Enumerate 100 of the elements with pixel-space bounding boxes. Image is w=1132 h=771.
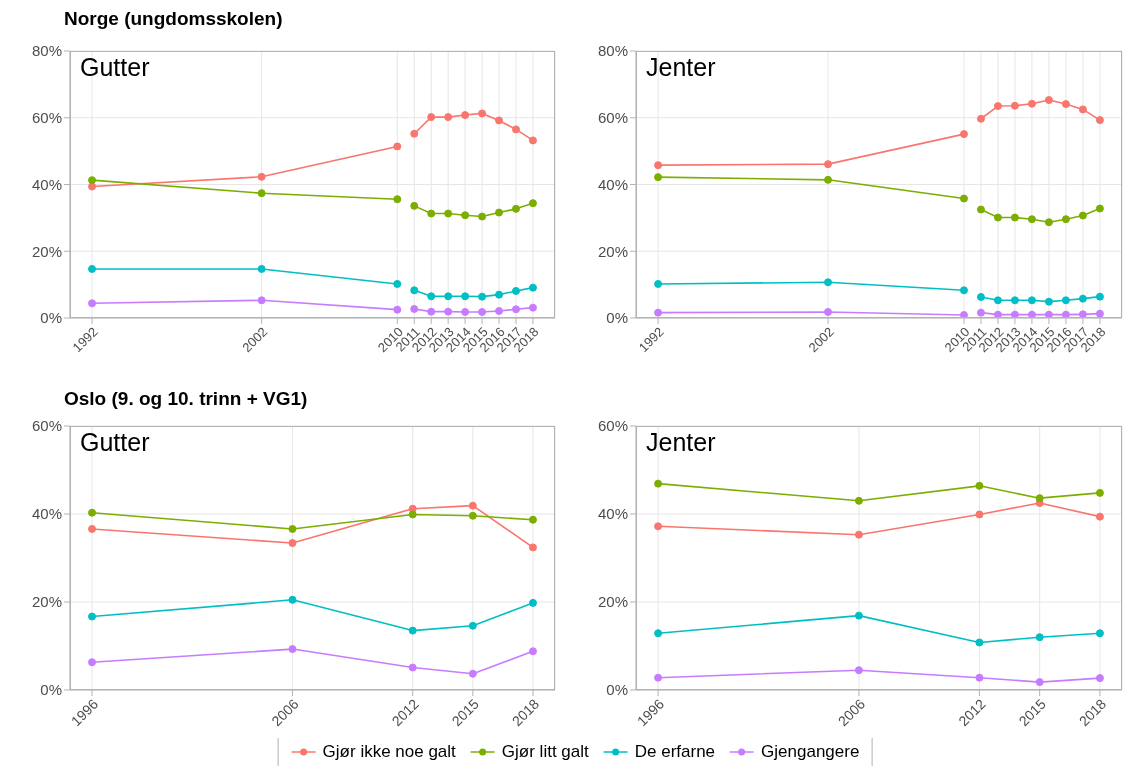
point bbox=[512, 204, 520, 213]
point bbox=[975, 638, 984, 647]
point bbox=[824, 175, 833, 184]
point bbox=[854, 611, 863, 620]
point bbox=[975, 481, 984, 490]
y-tick-label: 40% bbox=[31, 505, 62, 523]
point bbox=[468, 669, 477, 678]
point bbox=[1061, 296, 1070, 305]
point bbox=[410, 304, 419, 313]
point bbox=[528, 283, 537, 292]
point bbox=[975, 510, 984, 519]
y-tick-label: 20% bbox=[31, 593, 62, 611]
point bbox=[1061, 215, 1070, 224]
point bbox=[528, 647, 537, 656]
point bbox=[88, 508, 97, 517]
legend-label: Gjør litt galt bbox=[501, 742, 589, 762]
point bbox=[393, 195, 402, 204]
point bbox=[257, 264, 266, 273]
point bbox=[410, 129, 419, 138]
point bbox=[444, 209, 453, 218]
point bbox=[654, 673, 663, 682]
point bbox=[528, 543, 537, 552]
point bbox=[427, 209, 436, 218]
point bbox=[393, 305, 402, 314]
point bbox=[654, 161, 663, 170]
point bbox=[288, 595, 297, 604]
point bbox=[461, 211, 470, 220]
point bbox=[1027, 99, 1036, 108]
point bbox=[1095, 674, 1104, 683]
point bbox=[461, 307, 470, 316]
point bbox=[427, 292, 436, 301]
chart-subtitle: Jenter bbox=[646, 428, 716, 457]
point bbox=[444, 113, 453, 122]
point bbox=[654, 173, 663, 182]
y-tick-label: 60% bbox=[31, 109, 62, 127]
point bbox=[975, 673, 984, 682]
point bbox=[1095, 629, 1104, 638]
point bbox=[1061, 100, 1070, 109]
chart-subtitle: Gutter bbox=[80, 428, 150, 457]
point bbox=[1027, 310, 1036, 318]
point bbox=[427, 307, 436, 316]
point bbox=[88, 524, 97, 533]
y-tick-label: 0% bbox=[40, 309, 62, 327]
point bbox=[824, 307, 833, 316]
point bbox=[393, 142, 402, 151]
point bbox=[88, 264, 97, 273]
point bbox=[512, 286, 520, 295]
point bbox=[528, 199, 537, 208]
point bbox=[976, 114, 985, 123]
y-tick-label: 80% bbox=[31, 42, 62, 60]
point bbox=[257, 189, 266, 198]
chart-title: Norge (ungdomsskolen) bbox=[64, 8, 283, 30]
point bbox=[993, 310, 1002, 318]
point bbox=[1027, 215, 1036, 224]
point bbox=[1095, 309, 1104, 318]
point bbox=[993, 102, 1002, 111]
point bbox=[257, 296, 266, 305]
point bbox=[528, 515, 537, 524]
point bbox=[1044, 297, 1053, 306]
point bbox=[495, 306, 504, 315]
point bbox=[408, 510, 417, 519]
point bbox=[495, 208, 504, 217]
chart-subtitle: Jenter bbox=[646, 53, 716, 82]
point bbox=[427, 113, 436, 122]
point bbox=[528, 598, 537, 607]
point bbox=[654, 629, 663, 638]
point bbox=[478, 109, 487, 118]
point bbox=[1044, 310, 1053, 318]
y-tick-label: 0% bbox=[606, 681, 628, 699]
point bbox=[528, 136, 537, 145]
y-tick-label: 80% bbox=[597, 42, 628, 60]
point bbox=[654, 479, 663, 488]
point bbox=[976, 292, 985, 301]
point bbox=[1095, 488, 1104, 497]
point bbox=[1010, 213, 1019, 222]
chart-title: Oslo (9. og 10. trinn + VG1) bbox=[64, 388, 308, 410]
point bbox=[993, 296, 1002, 305]
point bbox=[512, 305, 520, 314]
point bbox=[478, 292, 487, 301]
point bbox=[88, 176, 97, 185]
y-tick-label: 60% bbox=[31, 417, 62, 435]
point bbox=[468, 501, 477, 510]
point bbox=[1078, 211, 1087, 220]
y-tick-label: 0% bbox=[606, 309, 628, 327]
point bbox=[1061, 310, 1070, 318]
point bbox=[1044, 218, 1053, 227]
point bbox=[1010, 310, 1019, 318]
point bbox=[654, 522, 663, 531]
point bbox=[478, 307, 487, 316]
point bbox=[495, 290, 504, 299]
point bbox=[1095, 204, 1104, 213]
point bbox=[1010, 101, 1019, 110]
point bbox=[288, 539, 297, 548]
point bbox=[1044, 96, 1053, 105]
point bbox=[1078, 310, 1087, 318]
point bbox=[854, 496, 863, 505]
y-tick-label: 0% bbox=[40, 681, 62, 699]
point bbox=[1095, 116, 1104, 125]
point bbox=[1027, 296, 1036, 305]
point bbox=[288, 524, 297, 533]
